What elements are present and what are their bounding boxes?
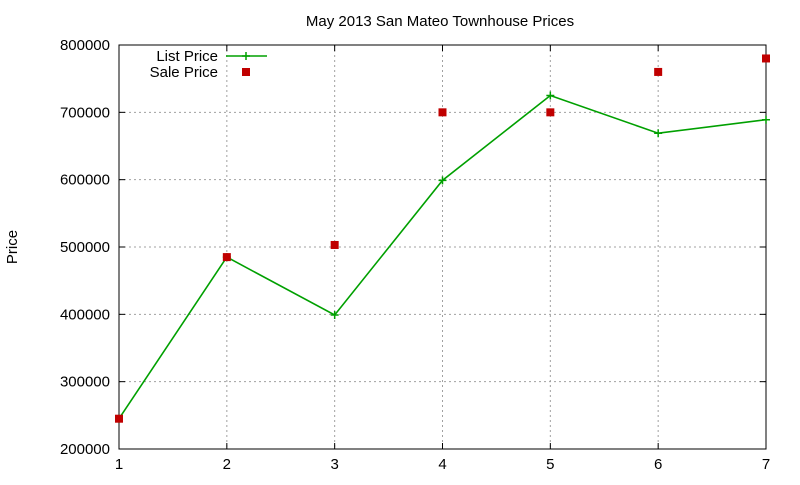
sale-price-point — [330, 240, 339, 249]
list-price-point — [762, 115, 770, 124]
sale-price-point — [546, 108, 555, 117]
legend-swatch-marker — [242, 52, 250, 60]
legend-label: Sale Price — [150, 64, 218, 81]
x-tick-label: 2 — [223, 456, 231, 473]
y-tick-label: 800000 — [60, 37, 110, 54]
y-tick-label: 200000 — [60, 441, 110, 458]
sale-price-point — [222, 253, 231, 262]
list-price-point — [438, 176, 447, 185]
sale-price-point — [438, 108, 447, 117]
list-price-point — [654, 129, 663, 138]
legend-swatch-marker — [242, 68, 250, 76]
chart-title: May 2013 San Mateo Townhouse Prices — [306, 13, 574, 30]
series-layer — [115, 54, 770, 423]
x-tick-label: 5 — [546, 456, 554, 473]
x-tick-label: 3 — [330, 456, 338, 473]
sale-price-point — [654, 67, 663, 76]
y-tick-label: 300000 — [60, 374, 110, 391]
list-price-point — [546, 91, 555, 100]
y-tick-label: 600000 — [60, 172, 110, 189]
grid — [119, 45, 766, 449]
series-sale-price — [115, 54, 770, 423]
list-price-point — [330, 311, 339, 320]
y-tick-label: 500000 — [60, 239, 110, 256]
x-tick-label: 4 — [438, 456, 446, 473]
legend-label: List Price — [156, 48, 218, 65]
x-tick-label: 1 — [115, 456, 123, 473]
x-tick-label: 6 — [654, 456, 662, 473]
y-axis-label: Price — [4, 230, 21, 264]
y-tick-label: 400000 — [60, 306, 110, 323]
x-tick-label: 7 — [762, 456, 770, 473]
y-tick-label: 700000 — [60, 104, 110, 121]
sale-price-point — [115, 414, 123, 423]
sale-price-point — [762, 54, 770, 63]
axis-ticks: 1 2 3 4 5 6 7 200000 300000 400000 500000 600000 700… — [60, 37, 770, 473]
